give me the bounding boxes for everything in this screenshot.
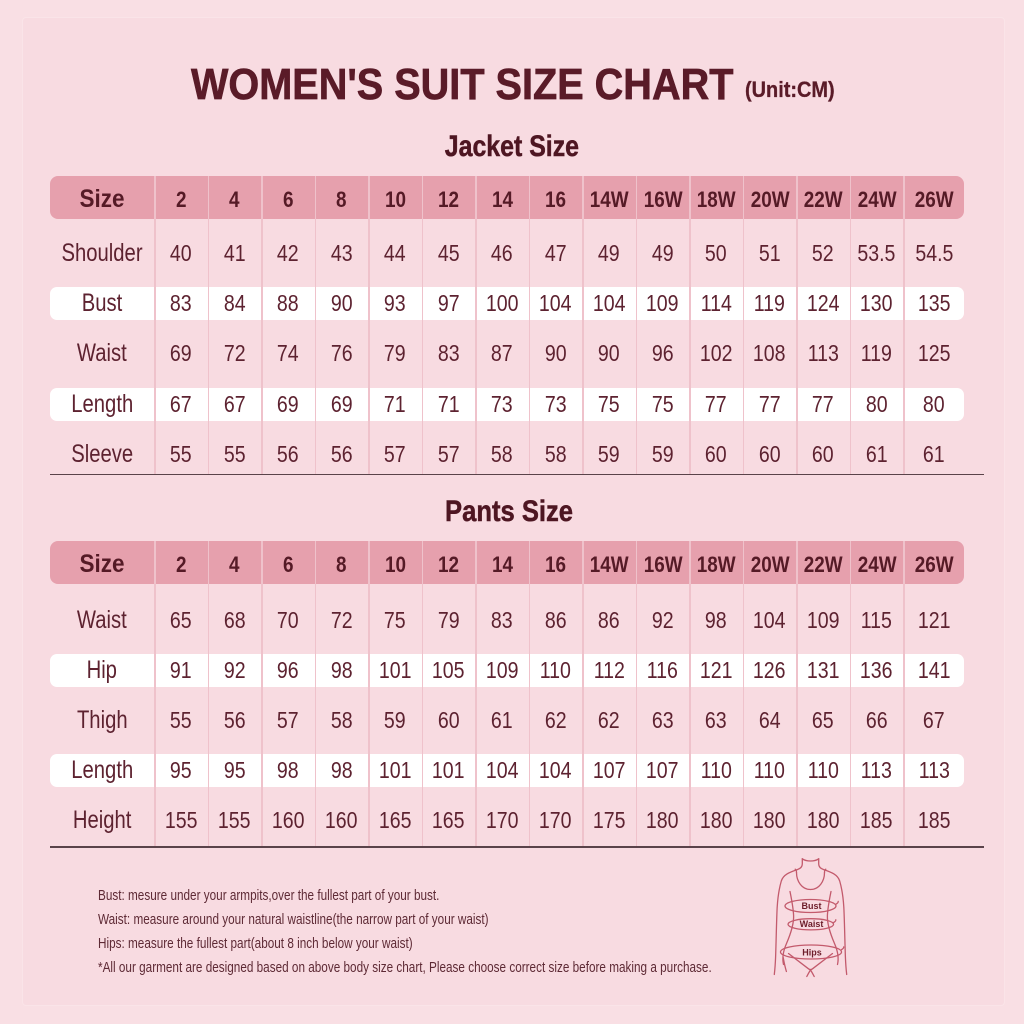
svg-text:Hips: Hips [802, 948, 822, 958]
svg-text:Bust: Bust [802, 901, 822, 911]
svg-text:Waist: Waist [800, 919, 824, 929]
